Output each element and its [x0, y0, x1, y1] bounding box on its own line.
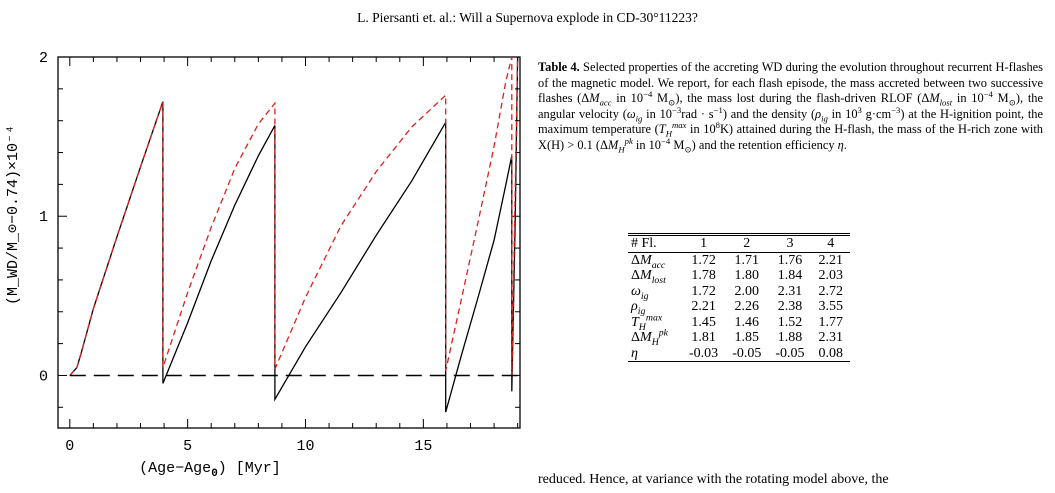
header-flash-3: 3	[786, 236, 794, 251]
table-row: η -0.03 -0.05 -0.05 0.08	[628, 345, 851, 362]
row-label: ΔMacc	[631, 252, 666, 271]
plot-border	[57, 56, 521, 429]
table-body: ΔMacc 1.72 1.71 1.76 2.21 ΔMlost 1.78 1.80 1.84 2…	[628, 252, 851, 362]
y-tick-label: 0	[39, 368, 48, 385]
x-tick-label: 10	[296, 438, 314, 455]
table-cell: -0.03	[689, 345, 719, 361]
row-label: ρig	[631, 299, 646, 317]
table-row: THmax 1.45 1.46 1.52 1.77	[628, 311, 850, 333]
header-flash-2: 2	[743, 236, 751, 251]
x-axis-label: (Age−Age0) [Myr]	[139, 460, 281, 480]
table-header-row: # Fl. 1 2 3 4	[628, 234, 851, 252]
header-flash-1: 1	[700, 236, 708, 251]
table-cell: 1.81	[691, 330, 716, 345]
table-cell: 2.21	[818, 252, 844, 268]
table-cell: 1.88	[777, 330, 803, 345]
table-cell: 2.00	[734, 283, 760, 299]
table-row: ΔMlost 1.78 1.80 1.84 2.03	[628, 268, 850, 286]
table-row: ΔMHpk 1.81 1.85 1.88 2.31	[628, 327, 850, 348]
flash-properties-table: # Fl. 1 2 3 4 ΔMacc 1.72 1.71 1.76 2.21 ΔMlost 1.7…	[628, 233, 851, 362]
row-label: ΔMlost	[631, 268, 666, 286]
table-cell: 1.52	[777, 314, 803, 330]
table-cell: 2.38	[777, 299, 803, 314]
axis-ticks: 0 5 10 15 0 1 2	[39, 50, 520, 455]
table-cell: 2.21	[691, 299, 716, 314]
series-layer	[69, 56, 519, 413]
table-cell: 1.77	[818, 314, 844, 330]
running-head: L. Piersanti et. al.: Will a Supernova e…	[357, 10, 698, 25]
row-label: THmax	[631, 311, 663, 333]
table-cell: 1.72	[691, 283, 716, 299]
x-tick-label: 0	[65, 438, 74, 455]
mass-evolution-chart: 0 5 10 15 0 1 2 (M_WD/M_⊙−0.74)×10⁻⁴ (Age−Age0…	[5, 50, 521, 480]
row-label: η	[631, 345, 638, 361]
x-tick-label: 15	[414, 438, 432, 455]
table-cell: 2.03	[818, 268, 844, 283]
table-cell: 1.45	[691, 314, 716, 330]
table-row: ΔMacc 1.72 1.71 1.76 2.21	[628, 252, 850, 271]
y-tick-label: 1	[39, 209, 48, 226]
table-cell: 1.85	[734, 330, 760, 345]
table-cell: 2.31	[818, 330, 844, 345]
table-cell: 0.08	[818, 345, 844, 361]
table-cell: 2.31	[777, 283, 803, 299]
table-cell: 2.26	[734, 299, 760, 314]
header-flash-4: 4	[827, 236, 835, 251]
table-cell: 1.71	[734, 252, 760, 268]
table-cell: 1.76	[777, 252, 803, 268]
body-text: reduced. Hence, at variance with the rot…	[538, 472, 889, 487]
table-cell: 1.72	[691, 252, 716, 268]
table-cell: -0.05	[775, 345, 805, 361]
table-cell: 1.84	[777, 268, 803, 283]
series-line-solid	[69, 56, 519, 413]
row-label: ΔMHpk	[631, 327, 669, 348]
y-axis-label: (M_WD/M_⊙−0.74)×10⁻⁴	[5, 125, 22, 305]
y-tick-label: 2	[39, 50, 48, 67]
table-cell: 1.46	[734, 314, 760, 330]
table-row: ρig 2.21 2.26 2.38 3.55	[628, 299, 850, 317]
table-caption: Table 4. Selected properties of the accr…	[538, 60, 1043, 154]
x-tick-label: 5	[183, 438, 192, 455]
header-flash-label: # Fl.	[631, 236, 657, 251]
table-cell: -0.05	[732, 345, 762, 361]
series-line-dashed	[69, 56, 519, 376]
caption-text: Selected properties of the accreting WD …	[538, 60, 1043, 155]
row-label: ωig	[631, 283, 649, 302]
table-cell: 1.78	[691, 268, 716, 283]
table-cell: 3.55	[818, 299, 844, 314]
caption-label: Table 4.	[538, 60, 580, 74]
table-row: ωig 1.72 2.00 2.31 2.72	[628, 283, 850, 302]
table-cell: 2.72	[818, 283, 844, 299]
plot-frame	[57, 56, 521, 429]
table-cell: 1.80	[734, 268, 760, 283]
